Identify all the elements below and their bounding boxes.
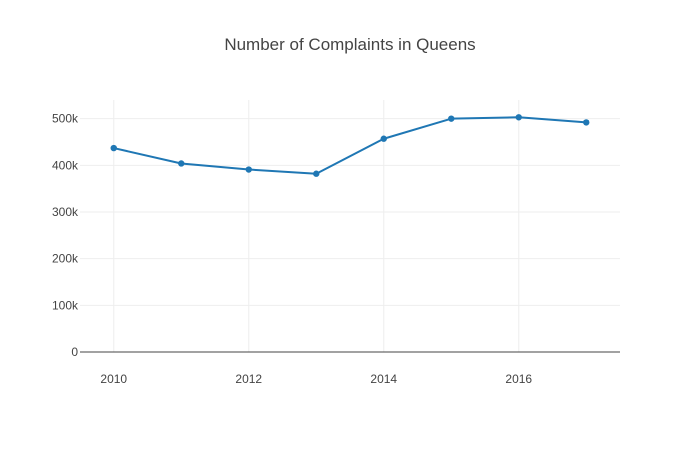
chart-title: Number of Complaints in Queens [224,35,475,54]
y-axis-ticks: 0 100k 200k 300k 400k 500k [52,112,79,359]
data-point [110,144,117,152]
y-tick-label: 400k [52,158,79,172]
y-tick-label: 0 [71,345,78,359]
x-axis-ticks: 2010 2012 2014 2016 [100,372,532,386]
x-tick-label: 2014 [370,372,397,386]
y-tick-label: 200k [52,252,79,266]
data-point [583,119,590,126]
y-tick-label: 300k [52,205,79,219]
series-line [113,116,587,175]
x-tick-label: 2012 [235,372,262,386]
data-point [380,135,387,142]
x-tick-label: 2016 [505,372,532,386]
data-point [448,115,455,122]
data-point [313,170,320,177]
data-point [515,114,522,121]
y-tick-label: 100k [52,298,79,312]
grid-layer [80,100,620,352]
y-tick-label: 500k [52,112,79,126]
x-tick-label: 2010 [100,372,127,386]
data-point [178,160,185,167]
data-point [245,166,252,173]
series-layer [110,114,590,177]
